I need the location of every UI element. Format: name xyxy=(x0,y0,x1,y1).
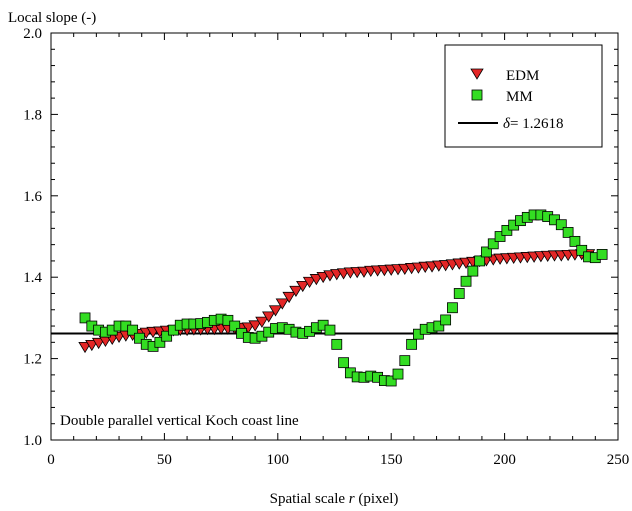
data-point-mm xyxy=(487,238,499,250)
data-point-mm xyxy=(331,338,343,350)
legend-delta-value: = 1.2618 xyxy=(510,116,563,132)
data-point-mm xyxy=(134,332,145,344)
data-point-edm xyxy=(248,320,262,332)
data-point-mm xyxy=(127,324,139,336)
axis-ticks xyxy=(50,32,619,441)
data-point-mm xyxy=(406,338,418,350)
data-point-mm xyxy=(576,244,588,256)
data-point-mm xyxy=(161,330,173,342)
y-tick-label: 1.6 xyxy=(23,189,42,205)
data-point-mm xyxy=(392,368,404,380)
x-tick-label: 100 xyxy=(267,452,290,468)
data-point-mm xyxy=(596,249,608,260)
x-tick-label: 200 xyxy=(493,452,516,468)
data-point-mm xyxy=(154,336,166,348)
legend-label-edm: EDM xyxy=(506,68,539,84)
x-tick-label: 250 xyxy=(607,452,630,468)
data-point-mm xyxy=(222,314,234,326)
data-point-mm xyxy=(569,235,581,247)
data-point-mm xyxy=(447,302,458,314)
data-point-mm xyxy=(555,219,567,231)
data-point-mm xyxy=(440,314,452,326)
data-point-edm xyxy=(296,280,310,293)
data-point-mm xyxy=(467,265,479,277)
axis-tick-labels: 0 50 100 150 200 250 1.0 1.2 1.4 1.6 1.8 2.0 xyxy=(23,26,629,468)
y-tick-label: 1.4 xyxy=(23,270,42,286)
data-point-edm xyxy=(268,305,283,317)
data-point-mm xyxy=(453,288,465,299)
data-point-edm xyxy=(78,341,92,354)
legend-box xyxy=(444,44,603,148)
x-tick-label: 50 xyxy=(157,452,172,468)
x-tick-label: 0 xyxy=(47,452,55,468)
legend-delta-symbol: δ xyxy=(503,116,511,132)
legend: EDM MM δ= 1.2618 xyxy=(444,44,603,148)
series-layer xyxy=(78,209,608,387)
data-point-mm xyxy=(324,324,336,336)
y-axis-title: Local slope (-) xyxy=(8,10,96,26)
data-point-mm xyxy=(460,275,472,287)
data-point-edm xyxy=(85,339,99,352)
data-point-edm xyxy=(282,291,296,304)
data-point-mm xyxy=(79,312,91,324)
legend-marker-mm xyxy=(471,89,483,101)
data-point-mm xyxy=(338,357,349,369)
y-tick-label: 2.0 xyxy=(23,26,42,42)
y-tick-label: 1.0 xyxy=(23,433,42,449)
data-point-edm xyxy=(91,337,106,350)
data-point-edm xyxy=(302,276,317,289)
legend-label-mm: MM xyxy=(506,89,533,105)
data-point-mm xyxy=(229,320,241,332)
data-point-edm xyxy=(241,322,256,334)
data-point-mm xyxy=(385,375,397,387)
x-axis-title-variable: r xyxy=(349,491,355,507)
data-point-mm xyxy=(399,355,411,367)
x-tick-label: 150 xyxy=(380,452,403,468)
data-point-edm xyxy=(262,311,276,323)
legend-label-delta: δ= 1.2618 xyxy=(503,116,563,132)
data-point-edm xyxy=(289,285,303,298)
data-point-edm xyxy=(255,316,269,328)
data-point-mm xyxy=(562,227,574,238)
x-axis-title-suffix: (pixel) xyxy=(355,491,399,507)
y-tick-label: 1.8 xyxy=(23,107,42,123)
x-axis-title: Spatial scale r (pixel) xyxy=(270,491,399,507)
data-point-mm xyxy=(433,320,445,332)
series-mm xyxy=(79,209,608,387)
legend-marker-edm xyxy=(470,68,484,80)
plot-area-frame xyxy=(50,32,619,441)
x-axis-title-prefix: Spatial scale xyxy=(270,491,349,507)
data-point-mm xyxy=(474,255,486,267)
series-edm xyxy=(78,249,596,354)
data-point-mm xyxy=(481,246,492,258)
data-point-mm xyxy=(494,231,506,242)
data-point-edm xyxy=(275,298,290,310)
y-tick-label: 1.2 xyxy=(23,352,42,368)
chart-annotation: Double parallel vertical Koch coast line xyxy=(60,413,299,429)
data-point-edm xyxy=(309,274,324,286)
